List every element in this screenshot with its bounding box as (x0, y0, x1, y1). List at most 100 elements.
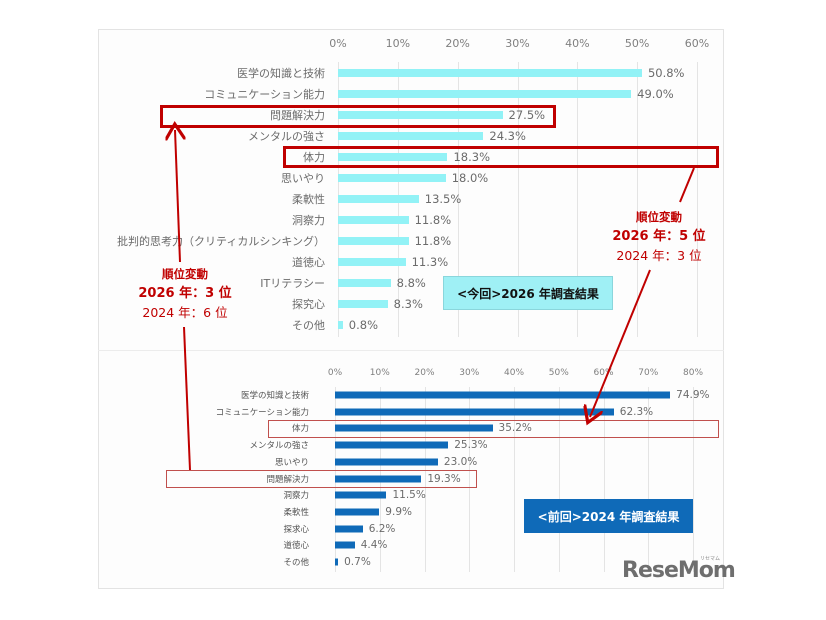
value-label: 11.5% (392, 489, 426, 502)
annotation-2024-rank: 2024 年：6 位 (142, 305, 228, 320)
highlight-box-stamina-2026 (283, 146, 719, 168)
bar (335, 458, 438, 466)
value-label: 8.8% (396, 276, 426, 290)
value-label: 0.7% (344, 556, 371, 568)
x-tick-label: 20% (414, 368, 435, 378)
bar (338, 111, 503, 119)
bar (338, 258, 406, 266)
value-label: 62.3% (619, 405, 654, 418)
annotation-2026-rank: 2026 年：5 位 (612, 229, 706, 244)
bar (338, 195, 419, 203)
x-tick-label: 40% (565, 37, 590, 50)
x-tick-label: 50% (548, 368, 569, 378)
highlight-box-problem-solving-2024 (166, 470, 477, 488)
gridline (697, 62, 698, 337)
bar (338, 279, 391, 287)
x-tick-label: 40% (503, 368, 525, 378)
x-tick-label: 20% (445, 37, 470, 50)
value-label: 50.8% (647, 66, 685, 80)
value-label: 8.3% (393, 297, 423, 311)
category-label: 医学の知識と技術 (240, 391, 309, 401)
gridline (693, 387, 694, 572)
category-label: 探求心 (283, 524, 309, 535)
value-label: 9.9% (385, 505, 412, 518)
bar (338, 321, 343, 329)
gridline (424, 387, 426, 572)
bar (335, 525, 363, 533)
bar (335, 441, 449, 449)
bar (335, 541, 355, 549)
value-label: 13.5% (424, 192, 462, 206)
category-label: 問題解決力 (266, 474, 309, 485)
x-tick-label: 60% (684, 37, 710, 50)
category-label: 医学の知識と技術 (237, 67, 325, 80)
bar (338, 237, 409, 245)
value-label: 11.8% (414, 234, 452, 248)
bar (338, 69, 642, 77)
x-tick-label: 80% (682, 368, 704, 378)
category-label: 道徳心 (283, 541, 309, 552)
category-label: 道徳心 (292, 256, 325, 269)
value-label: 25.3% (454, 439, 488, 452)
bar (338, 216, 409, 224)
value-label: 49.0% (637, 87, 674, 101)
x-tick-label: 10% (385, 37, 411, 50)
bar (338, 90, 632, 98)
category-label: コミュニケーション能力 (215, 407, 309, 418)
category-label: 柔軟性 (292, 193, 325, 206)
chart-divider (98, 350, 724, 351)
value-label: 23.0% (443, 455, 478, 468)
gridline (603, 387, 605, 572)
x-tick-label: 60% (593, 368, 614, 378)
bar (338, 300, 388, 308)
value-label: 11.8% (414, 213, 452, 227)
highlight-box-stamina-2024 (268, 420, 719, 438)
value-label: 24.3% (489, 129, 526, 143)
value-label: 18.3% (453, 150, 491, 164)
category-label: コミュニケーション能力 (204, 88, 325, 101)
category-label: 探究心 (292, 298, 325, 311)
category-label: 洞察力 (292, 214, 325, 227)
value-label: 0.8% (348, 318, 378, 332)
bar (335, 475, 422, 482)
category-label: 問題解決力 (270, 109, 325, 122)
bar (335, 424, 493, 432)
bar (338, 174, 446, 182)
gridline (648, 387, 650, 572)
value-label: 11.3% (411, 255, 449, 269)
category-label: メンタルの強さ (248, 130, 325, 143)
x-tick-label: 30% (459, 368, 480, 378)
gridline (637, 62, 639, 337)
x-tick-label: 10% (369, 368, 390, 378)
resemom-logo-sub: リセマム (700, 556, 721, 562)
gridline (558, 387, 560, 572)
category-label: 柔軟性 (283, 507, 309, 518)
category-label: 批判的思考力（クリティカルシンキング） (116, 235, 325, 248)
annotation-2024-rank: 2024 年：3 位 (616, 248, 702, 263)
figure-panel (98, 29, 724, 589)
bar (338, 153, 448, 161)
resemom-logo: ReseMom (622, 558, 736, 583)
x-tick-label: 50% (624, 37, 650, 50)
bar (335, 491, 387, 499)
category-label: その他 (283, 558, 309, 568)
legend-previous: <前回>2024 年調査結果 (524, 499, 693, 533)
x-tick-label: 70% (638, 368, 659, 378)
gridline (514, 387, 515, 572)
bar (335, 558, 339, 566)
highlight-box-problem-solving-2026 (160, 105, 556, 128)
value-label: 74.9% (676, 389, 710, 401)
legend-current: <今回>2026 年調査結果 (443, 276, 613, 310)
category-label: 思いやり (281, 172, 325, 185)
value-label: 35.2% (498, 422, 532, 435)
value-label: 18.0% (451, 171, 489, 185)
bar (338, 132, 484, 140)
gridline (577, 62, 579, 337)
gridline (469, 387, 471, 572)
value-label: 4.4% (360, 539, 388, 552)
x-tick-label: 0% (327, 368, 343, 378)
category-label: ITリテラシー (260, 277, 325, 290)
category-label: その他 (292, 319, 325, 332)
annotation-2026-rank: 2026 年：3 位 (138, 286, 232, 301)
